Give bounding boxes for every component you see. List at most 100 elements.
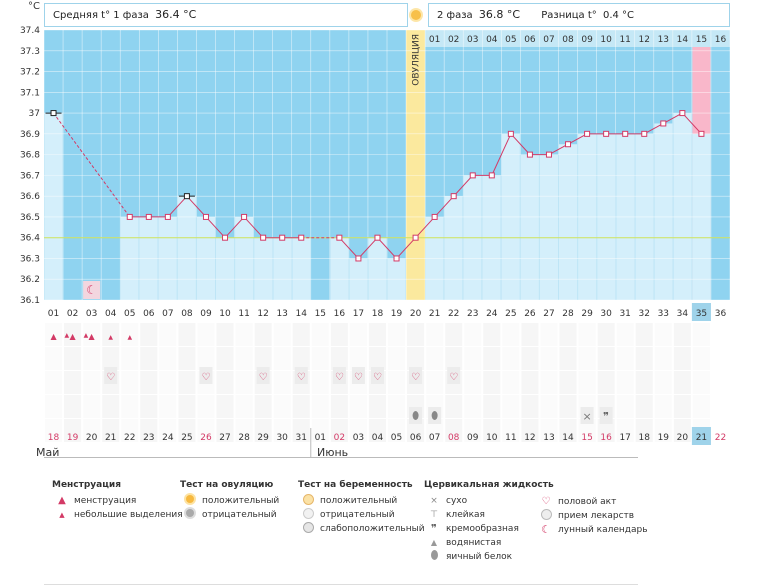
heart-cell bbox=[447, 367, 461, 384]
icon-cell bbox=[159, 395, 177, 418]
temp-bar bbox=[673, 113, 692, 300]
temp-bar bbox=[273, 237, 292, 300]
y-tick-label: 36.2 bbox=[20, 275, 40, 285]
temp-line-segment bbox=[434, 195, 455, 218]
icon-cell bbox=[445, 395, 463, 418]
moon-cell bbox=[83, 281, 101, 299]
icon-cell bbox=[692, 395, 710, 418]
icon-cell bbox=[407, 323, 425, 346]
heart-icon: ♡ bbox=[297, 372, 306, 383]
date-label: 25 bbox=[181, 433, 192, 443]
drop-small-icon: ▲ bbox=[59, 511, 65, 519]
heart-icon: ♡ bbox=[541, 496, 551, 507]
legend-item-creamy: ❞ кремообразная bbox=[424, 522, 554, 536]
legend-ovulation-title: Тест на овуляцию bbox=[180, 480, 274, 490]
egg-icon bbox=[412, 411, 419, 420]
temp-point bbox=[526, 151, 533, 158]
cycle-day-label: 05 bbox=[124, 309, 135, 319]
icon-cell bbox=[140, 395, 158, 418]
icon-cell bbox=[368, 347, 386, 370]
icon-cell bbox=[616, 395, 634, 418]
temp-point bbox=[222, 234, 229, 241]
luteal-day-label: 06 bbox=[524, 35, 536, 45]
y-tick-label: 36.5 bbox=[20, 213, 40, 223]
icon-cell bbox=[292, 323, 310, 346]
cycle-day-label: 26 bbox=[524, 309, 536, 319]
icon-cell bbox=[578, 371, 596, 394]
y-tick-label: 37 bbox=[29, 109, 40, 119]
temp-bar bbox=[292, 237, 311, 300]
cycle-day-label: 09 bbox=[200, 309, 212, 319]
icon-cell bbox=[464, 371, 482, 394]
pr-weak-icon bbox=[302, 522, 314, 538]
icon-cell bbox=[102, 419, 120, 442]
menstruation-drop-icon: ▲ bbox=[65, 332, 70, 339]
icon-cell bbox=[178, 323, 196, 346]
cycle-day-label: 06 bbox=[143, 309, 155, 319]
icon-cell bbox=[216, 395, 234, 418]
icon-cell bbox=[464, 395, 482, 418]
heart-cell bbox=[409, 367, 423, 384]
temp-bar bbox=[44, 113, 63, 300]
temp-point bbox=[50, 110, 57, 117]
legend-divider bbox=[44, 584, 638, 585]
date-label: 08 bbox=[448, 433, 460, 443]
temp-point bbox=[202, 213, 209, 220]
icon-cell bbox=[273, 323, 291, 346]
legend-item-pr-positive: положительный bbox=[298, 494, 425, 508]
icon-cell bbox=[673, 395, 691, 418]
temp-line-segment bbox=[453, 175, 474, 197]
cycle-day-label: 30 bbox=[600, 309, 612, 319]
phase2-value: 36.8 °C bbox=[478, 8, 521, 21]
icon-cell bbox=[45, 395, 63, 418]
cycle-day-label: 01 bbox=[48, 309, 59, 319]
temp-bar bbox=[444, 196, 463, 300]
icon-cell bbox=[635, 347, 653, 370]
menstruation-drop-icon: ▲ bbox=[89, 332, 96, 341]
pill-icon bbox=[540, 509, 552, 525]
temp-point bbox=[145, 213, 152, 220]
pr-positive-icon bbox=[302, 494, 314, 510]
icon-cell bbox=[597, 371, 615, 394]
drop-large-icon: ▲ bbox=[58, 495, 66, 506]
icon-cell bbox=[635, 419, 653, 442]
icon-cell bbox=[597, 347, 615, 370]
temp-line-segment bbox=[396, 237, 416, 259]
luteal-day-label: 05 bbox=[505, 35, 516, 45]
date-label: 30 bbox=[276, 433, 288, 443]
heart-icon: ♡ bbox=[106, 372, 115, 383]
icon-cell bbox=[426, 347, 444, 370]
date-label: 22 bbox=[715, 433, 726, 443]
temp-point bbox=[507, 130, 514, 137]
icon-cell bbox=[102, 347, 120, 370]
legend-item-light: ▲ небольшие выделения bbox=[52, 508, 182, 522]
temp-point bbox=[450, 193, 457, 200]
heart-cell bbox=[351, 367, 365, 384]
icon-cell bbox=[368, 395, 386, 418]
date-label: 21 bbox=[105, 433, 116, 443]
icon-cell bbox=[311, 395, 329, 418]
icon-cell bbox=[216, 371, 234, 394]
temp-line-segment bbox=[205, 216, 226, 239]
icon-cell bbox=[159, 347, 177, 370]
date-label: 20 bbox=[86, 433, 98, 443]
icon-cell bbox=[635, 371, 653, 394]
heart-icon: ♡ bbox=[373, 372, 382, 383]
icon-cell bbox=[502, 371, 520, 394]
date-label: 17 bbox=[619, 433, 630, 443]
date-label: 28 bbox=[238, 433, 250, 443]
icon-cell bbox=[692, 347, 710, 370]
legend-item-ov-negative: отрицательный bbox=[180, 508, 279, 522]
icon-cell bbox=[388, 323, 406, 346]
icon-cell bbox=[445, 419, 463, 442]
icon-cell bbox=[83, 323, 101, 346]
date-label: 27 bbox=[219, 433, 230, 443]
icon-cell bbox=[349, 347, 367, 370]
legend-item-pr-weak: слабоположительный bbox=[298, 522, 425, 536]
y-tick-label: 36.6 bbox=[20, 192, 40, 202]
legend-pregnancy-test: Тест на беременность положительный отриц… bbox=[298, 480, 425, 536]
legend-item-menstruation: ▲ менструация bbox=[52, 494, 183, 508]
temp-line-segment bbox=[243, 216, 264, 239]
date-label: 16 bbox=[600, 433, 612, 443]
icon-cell bbox=[654, 419, 672, 442]
